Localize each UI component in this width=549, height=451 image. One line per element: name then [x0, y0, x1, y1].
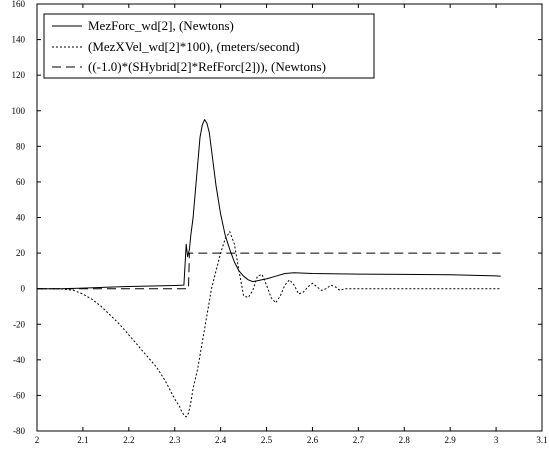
legend-box — [43, 13, 375, 79]
legend: MezForc_wd[2], (Newtons) (MezXVel_wd[2]*… — [43, 13, 375, 79]
legend-label-mezxvel: (MezXVel_wd[2]*100), (meters/second) — [88, 39, 300, 54]
y-tick-label: -20 — [13, 319, 25, 329]
x-tick-label: 2.7 — [353, 435, 365, 445]
x-tick-label: 2 — [35, 435, 40, 445]
y-tick-label: 100 — [12, 106, 26, 116]
y-tick-label: 60 — [16, 177, 26, 187]
axis-layer: 2 2.1 2.2 2.3 2.4 2.5 2.6 2.7 2.8 2.9 3 3.1 -80 -60 -4… — [12, 0, 548, 445]
x-tick-label: 2.5 — [261, 435, 273, 445]
x-tick-label: 3 — [494, 435, 499, 445]
series-line-dashed — [37, 252, 501, 290]
x-tick-label: 3.1 — [536, 435, 547, 445]
y-tick-label: 160 — [12, 0, 26, 9]
y-tick-label: -80 — [13, 426, 25, 436]
y-tick-label: 20 — [16, 248, 26, 258]
legend-label-mezforc: MezForc_wd[2], (Newtons) — [88, 18, 234, 33]
y-tick-label: 40 — [16, 213, 26, 223]
series-layer — [37, 119, 501, 418]
x-tick-label: 2.8 — [399, 435, 411, 445]
series-line-solid — [37, 119, 501, 290]
x-tick-label: 2.6 — [307, 435, 319, 445]
y-tick-label: -60 — [13, 390, 25, 400]
y-tick-label: 80 — [16, 141, 26, 151]
x-tick-label: 2.4 — [215, 435, 227, 445]
x-tick-label: 2.3 — [169, 435, 181, 445]
x-tick-label: 2.1 — [77, 435, 88, 445]
y-tick-label: 0 — [21, 284, 26, 294]
series-line-dotted — [37, 231, 501, 418]
y-tick-label: 120 — [12, 70, 26, 80]
x-tick-label: 2.9 — [445, 435, 457, 445]
legend-label-shybrid: ((-1.0)*(SHybrid[2]*RefForc[2])), (Newto… — [88, 59, 326, 74]
x-tick-label: 2.2 — [123, 435, 134, 445]
y-tick-label: -40 — [13, 355, 25, 365]
y-tick-label: 140 — [12, 35, 26, 45]
